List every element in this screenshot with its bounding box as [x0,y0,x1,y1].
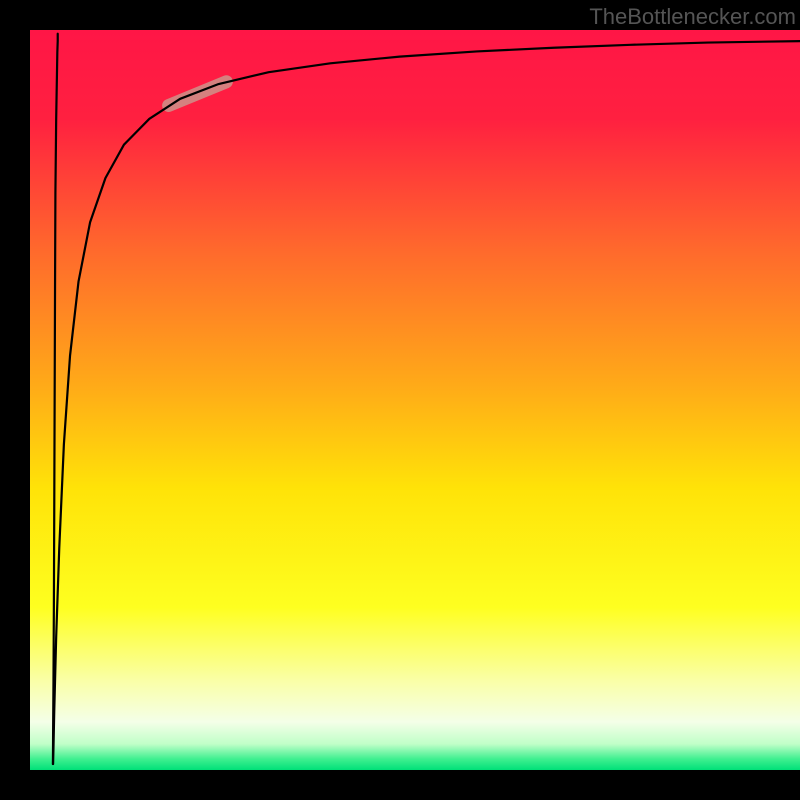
chart-frame: TheBottlenecker.com [0,0,800,800]
watermark-text: TheBottlenecker.com [589,4,796,30]
plot-area [30,30,800,770]
gradient-background [30,30,800,770]
